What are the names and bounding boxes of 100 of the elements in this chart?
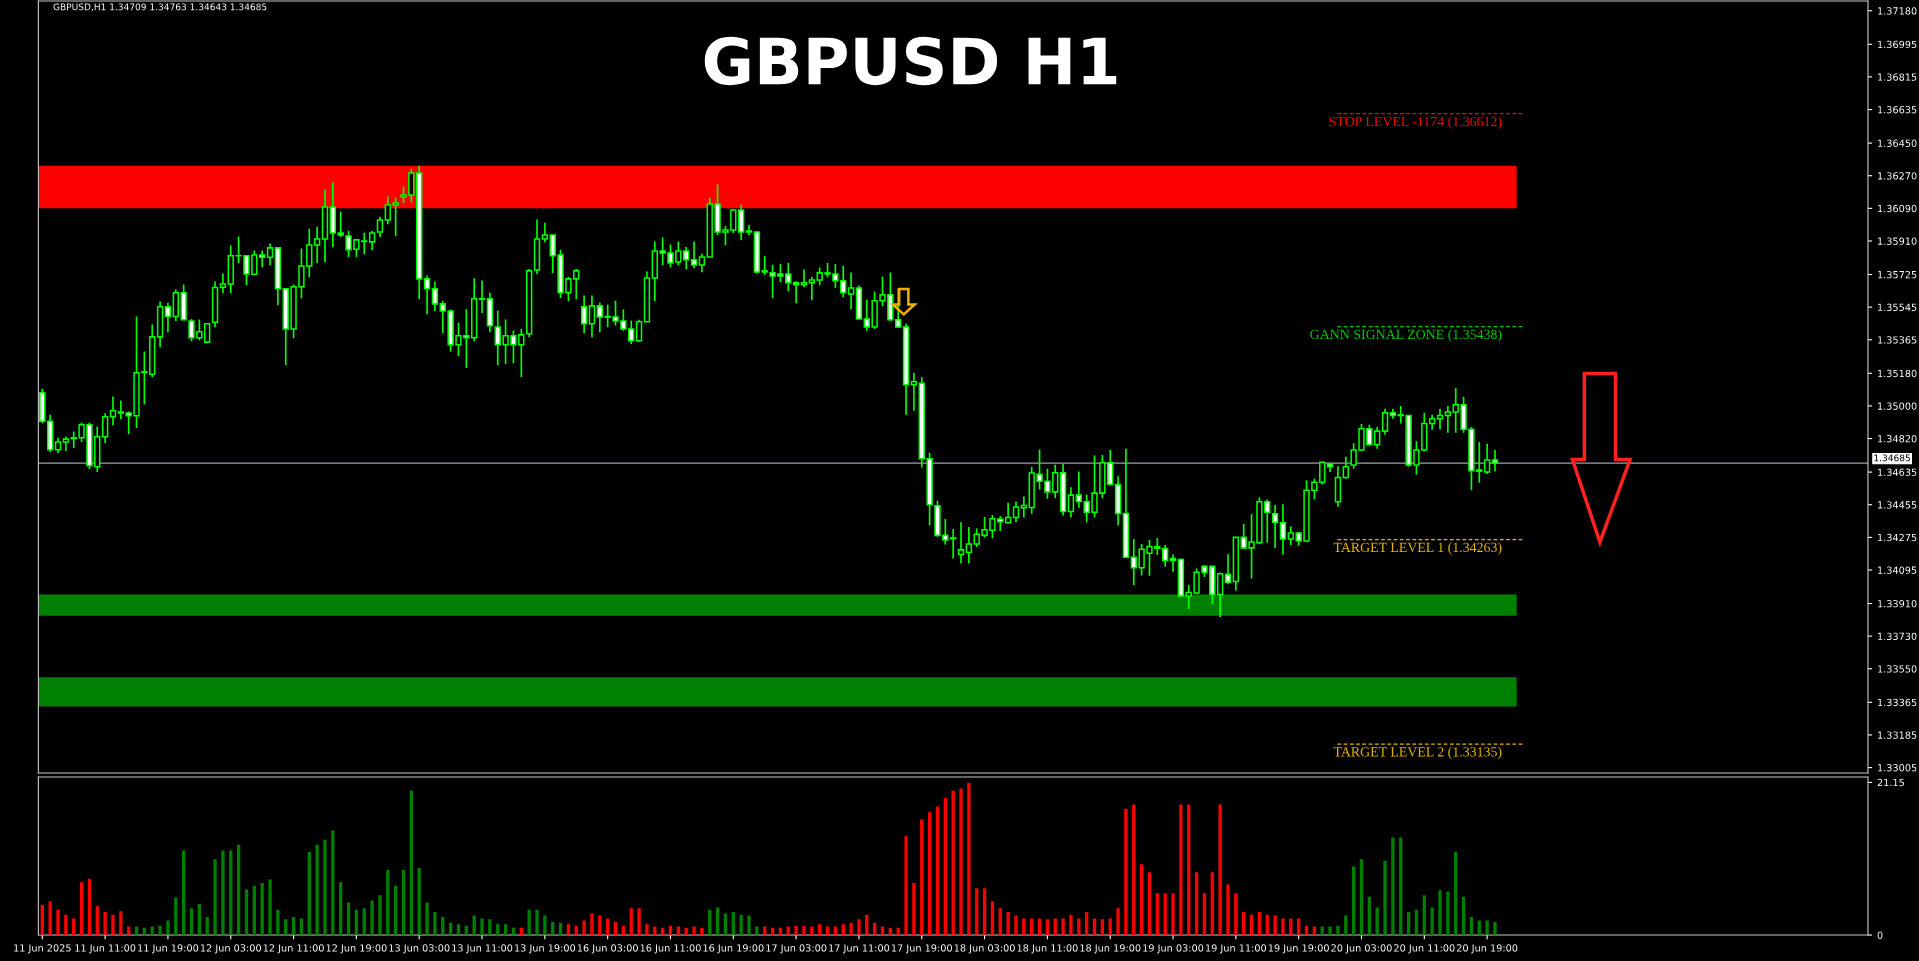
bar xyxy=(1328,926,1332,936)
bar xyxy=(182,850,186,936)
bar xyxy=(425,902,429,936)
bar xyxy=(1375,907,1379,936)
bar xyxy=(1194,872,1199,936)
bar xyxy=(386,870,390,936)
candlestick xyxy=(1216,571,1224,618)
bar xyxy=(1139,864,1144,936)
chart-title: GBPUSD H1 xyxy=(704,36,1117,86)
x-tick-label: 12 Jun 19:00 xyxy=(326,944,387,954)
bar xyxy=(912,883,916,936)
bar xyxy=(825,926,830,936)
ref-line-label: GANN SIGNAL ZONE (1.35438) xyxy=(1310,329,1502,342)
bar xyxy=(166,920,170,936)
bar xyxy=(1022,918,1026,936)
bar xyxy=(1273,915,1277,936)
y-tick-label: 1.34455 xyxy=(1878,501,1917,509)
bar xyxy=(323,839,327,936)
bar xyxy=(943,797,947,936)
candlestick xyxy=(109,395,117,427)
bar xyxy=(1359,859,1364,936)
bar xyxy=(64,914,68,936)
bar xyxy=(692,926,696,936)
bar xyxy=(1124,808,1128,936)
bar xyxy=(362,908,366,936)
bar xyxy=(818,924,822,936)
bar xyxy=(401,870,406,936)
bar xyxy=(378,895,382,936)
bar xyxy=(849,922,853,936)
bar xyxy=(1383,860,1387,936)
bar xyxy=(935,806,940,936)
bar xyxy=(174,897,178,936)
y-tick-label: 1.35545 xyxy=(1878,303,1917,311)
x-tick-label: 13 Jun 11:00 xyxy=(452,944,513,954)
ref-line-label: 1.34685 xyxy=(1874,454,1910,462)
bar xyxy=(1069,914,1073,936)
bar xyxy=(1406,911,1411,936)
y-tick-label: 1.37180 xyxy=(1878,7,1917,15)
bar xyxy=(480,918,484,936)
y-tick-label: 1.35910 xyxy=(1878,237,1917,245)
bar xyxy=(1493,922,1497,936)
candlestick xyxy=(1067,486,1075,519)
bar xyxy=(103,911,107,936)
candlestick xyxy=(219,272,227,295)
bar xyxy=(1108,918,1112,936)
x-tick-label: 12 Jun 11:00 xyxy=(263,944,324,954)
candlestick xyxy=(847,271,855,310)
bar xyxy=(354,909,359,936)
candlestick xyxy=(1436,408,1444,431)
bar xyxy=(409,790,414,936)
bar xyxy=(1030,918,1034,936)
candlestick xyxy=(910,371,918,412)
bar xyxy=(1100,919,1105,936)
y-tick-label: 1.36270 xyxy=(1878,172,1917,180)
bar xyxy=(127,926,131,936)
y-tick-label: 1.36635 xyxy=(1878,106,1917,114)
bar xyxy=(606,918,610,936)
bar xyxy=(959,788,963,936)
bar xyxy=(417,867,421,936)
bar xyxy=(276,909,280,936)
bar xyxy=(975,888,979,936)
bar xyxy=(1218,804,1222,936)
x-tick-label: 20 Jun 03:00 xyxy=(1331,944,1392,954)
bar xyxy=(857,919,861,936)
candlestick xyxy=(580,294,588,335)
bar xyxy=(260,883,264,936)
bar xyxy=(794,925,798,936)
y-tick-label: 1.34275 xyxy=(1878,533,1917,542)
ref-line-label: TARGET LEVEL 2 (1.33135) xyxy=(1333,746,1502,760)
bar xyxy=(566,924,571,936)
candlestick xyxy=(1279,503,1287,556)
bar xyxy=(229,850,233,936)
x-tick-label: 20 Jun 11:00 xyxy=(1394,944,1455,954)
bar xyxy=(802,925,806,936)
x-tick-label: 19 Jun 19:00 xyxy=(1268,944,1329,954)
candlestick xyxy=(376,215,384,239)
bar xyxy=(503,924,508,936)
bar xyxy=(1257,911,1262,936)
bar xyxy=(1155,893,1159,936)
bar xyxy=(653,926,657,936)
candlestick xyxy=(1483,443,1491,475)
y-tick-label: 1.33730 xyxy=(1878,632,1917,640)
bar xyxy=(1414,909,1419,936)
bar xyxy=(189,908,194,936)
y-tick-label: 1.36995 xyxy=(1878,40,1917,49)
y-tick-label: 1.33185 xyxy=(1878,731,1917,739)
bar xyxy=(990,901,995,936)
bar xyxy=(488,919,492,936)
candlestick xyxy=(101,412,109,444)
candlestick xyxy=(431,280,439,312)
bar xyxy=(920,819,924,936)
bar xyxy=(1053,918,1057,936)
bar xyxy=(629,908,633,936)
bar xyxy=(927,812,932,936)
bar xyxy=(111,914,115,936)
bar xyxy=(810,926,814,936)
x-tick-label: 16 Jun 11:00 xyxy=(640,944,701,954)
x-tick-label: 13 Jun 19:00 xyxy=(515,944,576,954)
bar xyxy=(40,904,44,936)
bar xyxy=(158,925,162,936)
